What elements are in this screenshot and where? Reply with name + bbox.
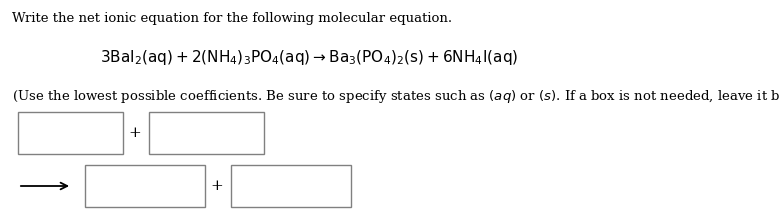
Text: +: + — [211, 179, 223, 193]
Text: +: + — [129, 126, 141, 140]
Bar — [18, 112, 123, 154]
Bar — [85, 165, 205, 207]
Text: $3\mathrm{BaI_2(aq)} + 2\mathrm{(NH_4)_3PO_4(aq)} \rightarrow \mathrm{Ba_3(PO_4): $3\mathrm{BaI_2(aq)} + 2\mathrm{(NH_4)_3… — [100, 48, 518, 67]
Bar — [149, 112, 264, 154]
Bar — [231, 165, 351, 207]
Text: Write the net ionic equation for the following molecular equation.: Write the net ionic equation for the fol… — [12, 12, 452, 25]
Text: (Use the lowest possible coefficients. Be sure to specify states such as $(aq)$ : (Use the lowest possible coefficients. B… — [12, 88, 780, 105]
